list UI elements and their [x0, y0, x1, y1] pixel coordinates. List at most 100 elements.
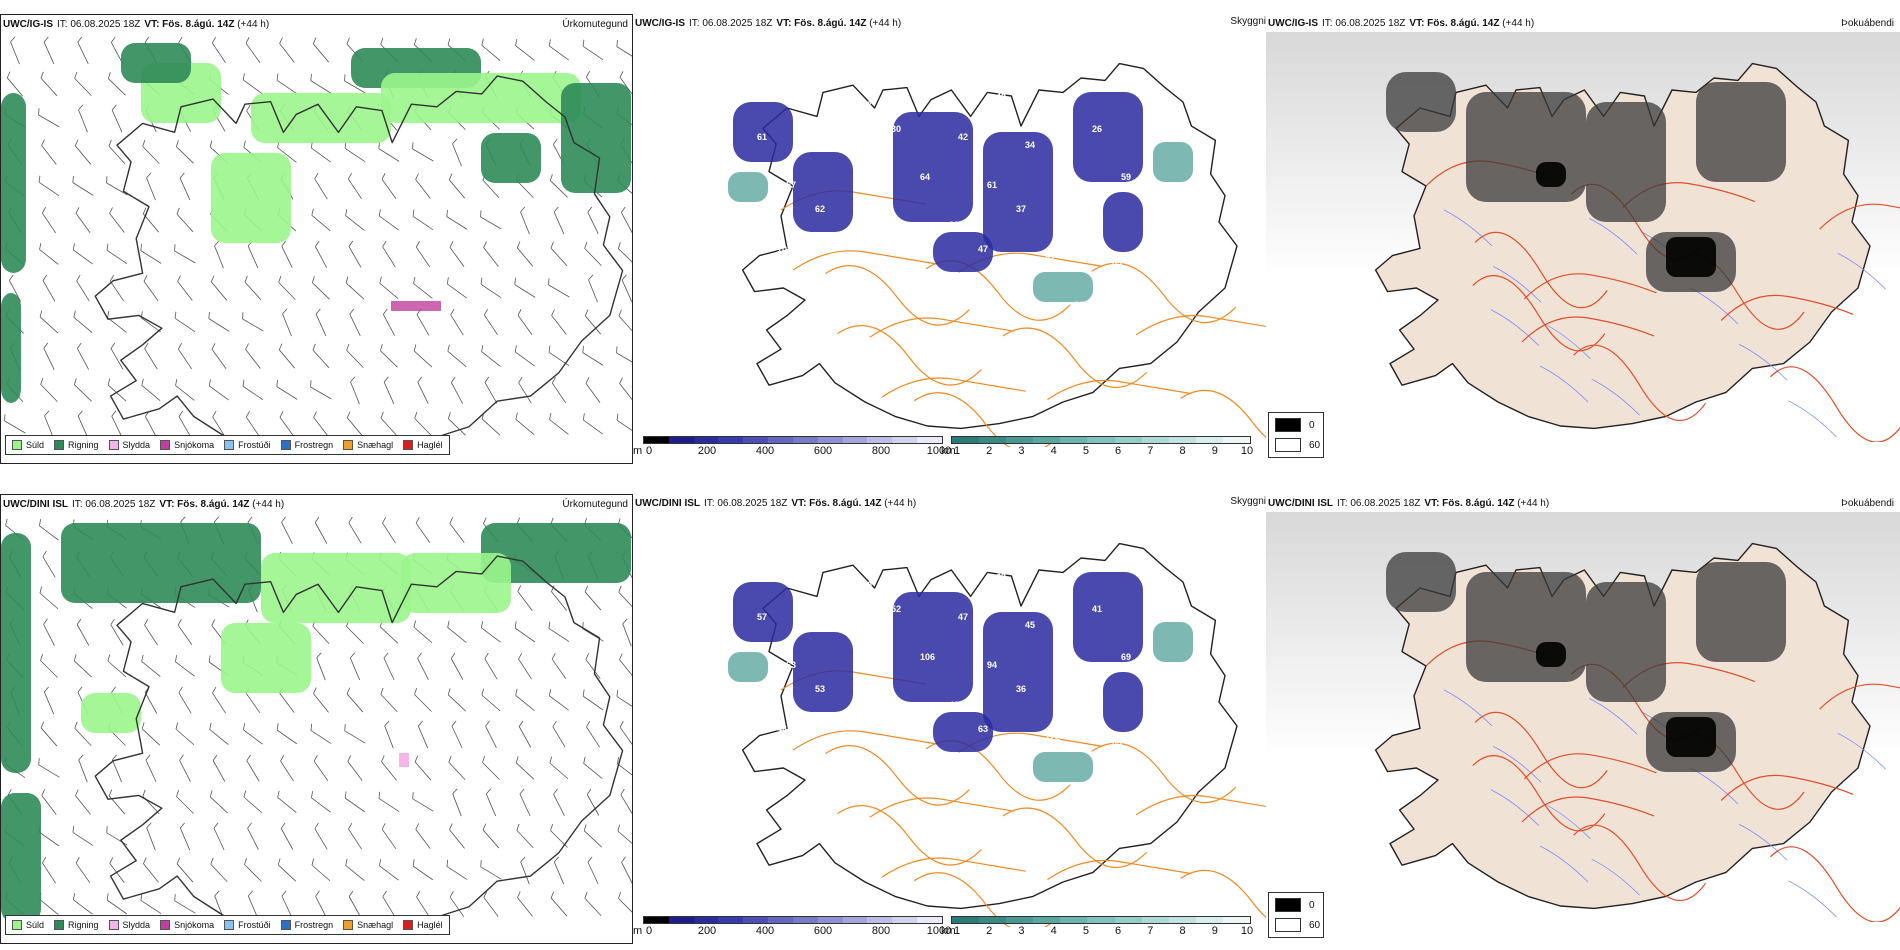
cloud-base-label: 57	[739, 764, 749, 774]
cloud-base-label: 38	[949, 220, 959, 230]
init-time: IT: 06.08.2025 18Z	[57, 19, 141, 30]
fog-map	[1266, 32, 1900, 442]
lead-time: (+44 h)	[237, 19, 270, 30]
cloud-base-label: 56	[1150, 700, 1160, 710]
fog-panel-row2: UWC/DINI ISL IT: 06.08.2025 18Z VT: Fös. 8…	[1266, 494, 1900, 944]
colorbar-tick: 5	[1082, 925, 1089, 937]
legend-swatch	[108, 440, 119, 450]
cloud-base-label: 34	[824, 620, 834, 630]
precip-legend-item: Rigning	[54, 440, 99, 450]
panel-header: UWC/IG-IS IT: 06.08.2025 18Z VT: Fös. 8.ág…	[635, 18, 901, 30]
colorbar-strip	[951, 916, 1251, 924]
valid-time: VT: Fös. 8.ágú. 14Z	[776, 18, 867, 29]
precip-map	[1, 516, 632, 933]
precip-panel-row1: UWC/IG-IS IT: 06.08.2025 18Z VT: Fös. 8.ág…	[0, 14, 633, 464]
colorbar-tick: 10	[1240, 925, 1254, 937]
precip-legend-item: Súld	[12, 920, 44, 930]
colorbar-tick: 9	[1211, 925, 1218, 937]
colorbar-tick: 600	[813, 445, 833, 457]
colorbar-unit: m	[633, 445, 643, 457]
cloud-base-label: 61	[757, 132, 767, 142]
coastline	[94, 75, 624, 453]
cloud-base-label: 82	[1074, 300, 1084, 310]
cloud-base-label: 44	[929, 84, 939, 94]
cloud-base-label: 40	[862, 580, 872, 590]
lead-time: (+44 h)	[1517, 498, 1550, 509]
cloud-base-label: 69	[1121, 652, 1131, 662]
cloud-base-label: 49	[911, 260, 921, 270]
cloud-base-label: 25	[806, 292, 816, 302]
cloud-base-label: 37	[1016, 204, 1026, 214]
colorbar-tick: 1	[953, 445, 961, 457]
cloud-base-label: 45	[929, 564, 939, 574]
colorbar-tick: 5	[1082, 445, 1089, 457]
cloud-base-label: 242	[844, 252, 859, 262]
cloud-base-label: 54	[748, 700, 758, 710]
cloud-base-label: 30	[891, 124, 901, 134]
fog-legend: 0 60	[1268, 892, 1324, 938]
cloud-base-label: 94	[987, 660, 997, 670]
legend-swatch	[160, 440, 171, 450]
cloud-base-label: 62	[739, 284, 749, 294]
colorbar-tick: 600	[813, 925, 833, 937]
model-name: UWC/IG-IS	[3, 19, 53, 30]
lead-time: (+44 h)	[1502, 18, 1535, 29]
cloud-base-label: 47	[862, 100, 872, 110]
panel-header: UWC/DINI ISL IT: 06.08.2025 18Z VT: Fös. 8…	[3, 499, 284, 511]
precip-legend-item: Frostregn	[280, 440, 333, 450]
cloud-base-label: 81	[1045, 252, 1055, 262]
cloud-base-label: 82	[1112, 740, 1122, 750]
legend-label: Snæhagl	[357, 440, 394, 450]
legend-swatch	[1275, 918, 1301, 932]
legend-swatch	[54, 440, 65, 450]
cloud-base-label: 48	[853, 644, 863, 654]
fog-legend-item: 60	[1275, 438, 1320, 452]
colorbar-tick: 6	[1115, 925, 1122, 937]
colorbar-tick: 7	[1147, 925, 1154, 937]
legend-label: Frostúði	[238, 440, 271, 450]
cloud-height-colorbar: m 0 200 400 600 800 1000	[633, 916, 951, 938]
colorbar-tick: 400	[755, 445, 775, 457]
legend-label: Rigning	[68, 920, 99, 930]
colorbar-tick: 8	[1179, 925, 1186, 937]
cloud-base-label: 34	[1025, 140, 1035, 150]
colorbar-unit: km	[941, 445, 956, 457]
cloud-base-label: 45	[1025, 620, 1035, 630]
precip-legend-item: Slydda	[108, 440, 150, 450]
precip-legend-item: Frostúði	[224, 920, 271, 930]
precip-legend-item: Snæhagl	[343, 440, 393, 450]
legend-swatch	[403, 440, 414, 450]
cloud-base-label: 195	[1054, 644, 1069, 654]
legend-swatch	[343, 440, 354, 450]
cloud-base-label: 103	[777, 244, 792, 254]
colorbar-tick: 200	[697, 925, 717, 937]
cloud-base-label: 106	[920, 652, 935, 662]
colorbar-strip	[643, 916, 943, 924]
precip-legend: Súld Rigning Slydda Snjókoma Frostúði Frostre…	[5, 435, 450, 455]
visibility-colorbar: km 1 2 3 4 5 6 7 8 9 10	[941, 436, 1261, 458]
cloud-base-label: 37	[1130, 564, 1140, 574]
legend-swatch	[1275, 418, 1301, 432]
legend-swatch	[1275, 438, 1301, 452]
precip-legend-item: Snæhagl	[343, 920, 393, 930]
legend-swatch	[12, 920, 22, 930]
legend-label: Rigning	[68, 440, 99, 450]
cloud-base-label: 46	[777, 724, 787, 734]
legend-label: Snjókoma	[174, 920, 215, 930]
colorbar-tick: 3	[1018, 445, 1025, 457]
cloud-base-label: 92	[1112, 260, 1122, 270]
cloud-base-label: 52	[891, 604, 901, 614]
legend-label: 0	[1309, 899, 1315, 911]
cloud-height-colorbar: m 0 200 400 600 800 1000	[633, 436, 951, 458]
cloud-map: 64 68 47 44 42 68 40 61 60 30 42 34 26 41 57 38 64 61 60 59…	[728, 62, 1266, 447]
legend-label: Frostúði	[238, 920, 271, 930]
precip-legend-item: Frostregn	[280, 920, 333, 930]
valid-time: VT: Fös. 8.ágú. 14Z	[1424, 498, 1515, 509]
model-name: UWC/IG-IS	[635, 18, 685, 29]
colorbar-tick: 3	[1018, 925, 1025, 937]
colorbar-unit: m	[633, 925, 643, 937]
cloud-base-label: 26	[1092, 124, 1102, 134]
cloud-base-label: 43	[882, 212, 892, 222]
cloud-base-label: 53	[815, 684, 825, 694]
colorbar-tick: 800	[871, 445, 891, 457]
